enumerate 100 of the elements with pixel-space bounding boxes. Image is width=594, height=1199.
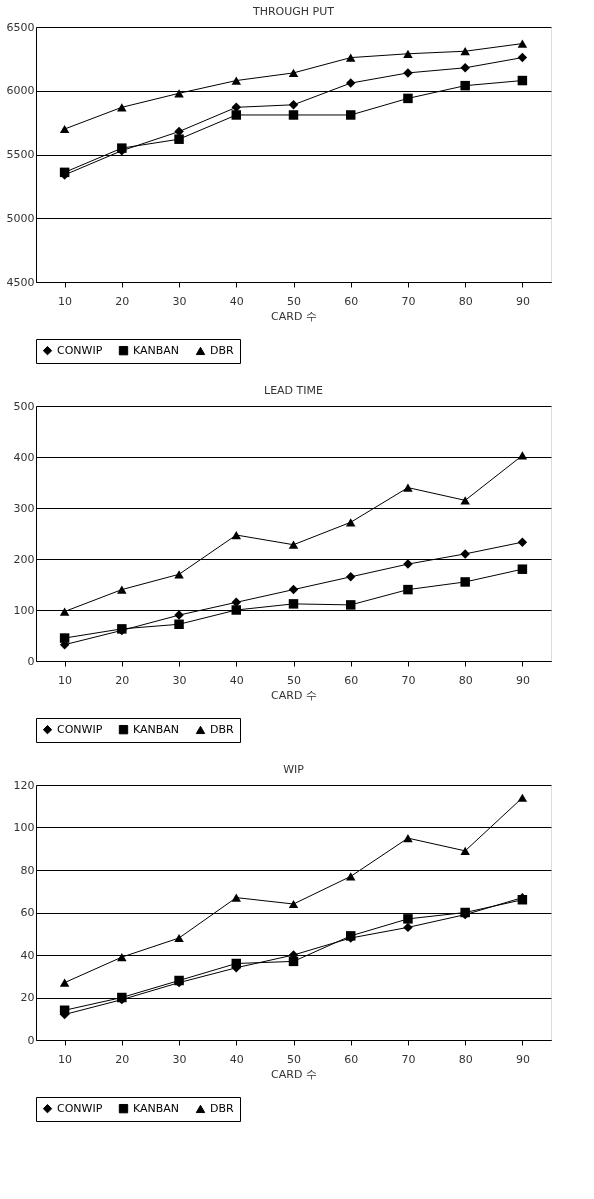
point <box>403 483 413 492</box>
y-tick-label: 6500 <box>6 20 35 34</box>
point <box>288 899 299 909</box>
x-tick-label: 20 <box>115 1052 130 1066</box>
point <box>288 110 299 120</box>
x-tick-label: 10 <box>58 673 73 687</box>
point <box>403 49 413 58</box>
point <box>345 78 356 88</box>
point <box>345 572 356 582</box>
x-axis-title: CARD 수 <box>271 1067 317 1081</box>
point <box>403 914 413 924</box>
x-tick-label: 90 <box>515 1052 530 1066</box>
x-tick-label: 30 <box>172 673 187 687</box>
point <box>174 89 184 98</box>
x-axis-title: CARD 수 <box>271 309 317 323</box>
point <box>59 633 70 643</box>
x-tick-label: 40 <box>229 1052 244 1066</box>
point <box>231 530 242 540</box>
legend-label: KANBAN <box>133 722 180 736</box>
x-tick-label: 40 <box>229 294 244 308</box>
y-tick-label: 100 <box>13 603 35 617</box>
legend-label: KANBAN <box>133 1101 180 1115</box>
legend-label: DBR <box>210 722 235 736</box>
x-tick-label: 60 <box>344 673 359 687</box>
point <box>288 599 299 609</box>
point <box>460 63 470 73</box>
y-tick-label: 80 <box>20 863 35 877</box>
x-tick-label: 40 <box>229 673 244 687</box>
x-tick-label: 80 <box>458 673 473 687</box>
point <box>231 958 242 969</box>
legend-label: DBR <box>210 1101 235 1115</box>
point <box>517 75 528 86</box>
x-tick-label: 60 <box>344 294 359 308</box>
x-tick-label: 90 <box>515 673 530 687</box>
x-tick-label: 50 <box>287 673 301 687</box>
point <box>517 52 528 63</box>
legend-label: DBR <box>210 343 235 357</box>
y-tick-label: 300 <box>13 501 35 515</box>
y-tick-label: 40 <box>20 948 35 962</box>
point <box>460 577 470 587</box>
x-tick-label: 10 <box>58 294 73 308</box>
legend-label: CONWIP <box>57 1101 103 1115</box>
point <box>59 1005 70 1015</box>
point <box>517 793 528 802</box>
x-tick-label: 70 <box>401 1052 416 1066</box>
y-tick-label: 120 <box>13 778 35 792</box>
point <box>460 47 470 56</box>
x-tick-label: 80 <box>458 294 473 308</box>
point <box>231 605 242 615</box>
point <box>174 933 184 943</box>
point <box>403 93 413 104</box>
point <box>460 549 470 559</box>
x-tick-label: 20 <box>115 673 130 687</box>
point <box>288 956 299 967</box>
y-tick-label: 6000 <box>6 84 35 98</box>
point <box>288 100 299 110</box>
point <box>117 585 127 594</box>
legend-label: KANBAN <box>133 343 180 357</box>
y-tick-label: 20 <box>20 991 35 1004</box>
chart-title: WIP <box>283 763 305 776</box>
point <box>231 893 242 902</box>
point <box>517 564 528 574</box>
x-tick-label: 50 <box>287 294 301 308</box>
point <box>345 110 356 120</box>
point <box>59 124 70 134</box>
point <box>174 134 184 144</box>
point <box>403 584 413 595</box>
point <box>345 600 356 610</box>
point <box>517 537 528 547</box>
point <box>403 922 413 933</box>
y-tick-label: 500 <box>13 399 35 413</box>
chart-title: LEAD TIME <box>264 384 324 397</box>
x-tick-label: 70 <box>401 294 416 308</box>
y-tick-label: 5000 <box>6 211 35 225</box>
point <box>231 76 242 85</box>
point <box>517 39 528 48</box>
point <box>460 80 470 91</box>
point <box>517 451 528 460</box>
y-tick-label: 60 <box>20 906 35 919</box>
x-tick-label: 70 <box>401 673 416 687</box>
chart-title: THROUGH PUT <box>251 5 335 18</box>
x-tick-label: 90 <box>515 294 530 308</box>
y-tick-label: 4500 <box>6 275 35 289</box>
point <box>288 584 299 595</box>
x-tick-label: 30 <box>172 294 187 308</box>
point <box>288 68 299 78</box>
y-tick-label: 0 <box>27 1033 35 1047</box>
x-tick-label: 80 <box>458 1052 473 1066</box>
point <box>460 846 470 855</box>
point <box>403 834 413 843</box>
y-tick-label: 0 <box>27 654 35 668</box>
x-tick-label: 50 <box>287 1052 301 1066</box>
legend-label: CONWIP <box>57 343 103 357</box>
x-tick-label: 20 <box>115 294 130 308</box>
x-tick-label: 10 <box>58 1052 73 1066</box>
y-tick-label: 100 <box>13 821 35 834</box>
point <box>345 518 356 527</box>
point <box>174 570 184 579</box>
y-tick-label: 5500 <box>6 148 35 161</box>
point <box>345 53 356 62</box>
